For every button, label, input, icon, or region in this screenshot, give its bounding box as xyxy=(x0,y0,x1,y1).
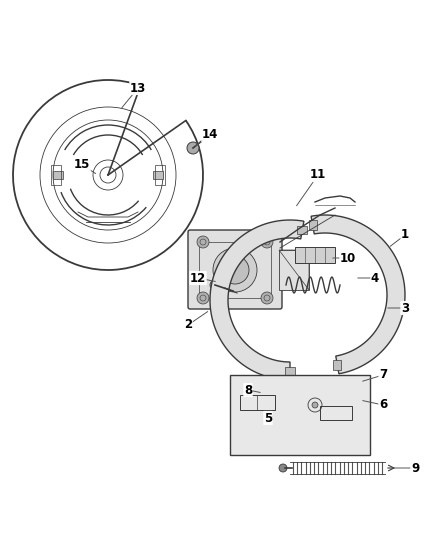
Text: 12: 12 xyxy=(190,271,206,285)
Bar xyxy=(51,165,61,185)
Circle shape xyxy=(213,248,257,292)
Circle shape xyxy=(210,280,220,290)
Bar xyxy=(240,395,275,410)
Text: 14: 14 xyxy=(202,128,218,141)
Bar xyxy=(320,406,352,420)
Bar xyxy=(53,171,63,179)
Bar xyxy=(279,250,309,290)
Bar xyxy=(199,242,271,298)
Text: 6: 6 xyxy=(379,399,387,411)
Bar xyxy=(230,375,370,455)
Polygon shape xyxy=(210,220,304,380)
Circle shape xyxy=(187,142,199,154)
Circle shape xyxy=(279,464,287,472)
Text: 5: 5 xyxy=(264,411,272,424)
Circle shape xyxy=(221,256,249,284)
Text: 4: 4 xyxy=(371,271,379,285)
Bar xyxy=(333,360,341,370)
Bar xyxy=(309,220,317,230)
Polygon shape xyxy=(311,215,405,374)
Bar xyxy=(297,226,307,234)
Text: 11: 11 xyxy=(310,168,326,182)
Circle shape xyxy=(261,292,273,304)
Circle shape xyxy=(261,236,273,248)
FancyBboxPatch shape xyxy=(188,230,282,309)
Bar xyxy=(295,247,335,263)
Bar xyxy=(285,367,295,375)
Text: 13: 13 xyxy=(130,82,146,94)
Text: 10: 10 xyxy=(340,252,356,264)
Text: 15: 15 xyxy=(74,158,90,172)
Text: 2: 2 xyxy=(184,319,192,332)
Circle shape xyxy=(197,236,209,248)
Text: 8: 8 xyxy=(244,384,252,397)
Text: 9: 9 xyxy=(411,462,419,474)
Text: 3: 3 xyxy=(401,302,409,314)
Text: 7: 7 xyxy=(379,368,387,382)
Circle shape xyxy=(312,402,318,408)
Text: 1: 1 xyxy=(401,229,409,241)
Bar xyxy=(155,165,165,185)
Bar xyxy=(153,171,163,179)
Circle shape xyxy=(197,292,209,304)
